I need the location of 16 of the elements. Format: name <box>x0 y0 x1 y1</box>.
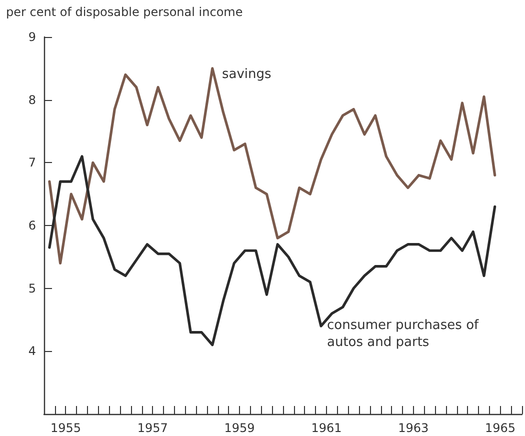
series-label: savings <box>222 67 272 82</box>
x-tick-label: 1955 <box>50 421 81 435</box>
x-tick-label: 1961 <box>311 421 342 435</box>
line-series <box>48 67 496 264</box>
y-tick-label: 7 <box>28 156 36 170</box>
y-tick-label: 8 <box>28 92 36 107</box>
x-tick-label: 1963 <box>398 421 429 435</box>
y-tick-label: 5 <box>28 281 36 296</box>
x-tick-label: 1959 <box>224 421 255 435</box>
y-tick-label: 4 <box>28 344 36 358</box>
y-axis-title: per cent of disposable personal income <box>6 5 243 19</box>
y-tick-label: 6 <box>28 218 36 232</box>
series-label: consumer purchases of autos and parts <box>327 318 480 350</box>
y-tick-label: 9 <box>28 30 36 44</box>
x-tick-label: 1965 <box>485 421 516 435</box>
x-tick-label: 1957 <box>137 421 168 435</box>
